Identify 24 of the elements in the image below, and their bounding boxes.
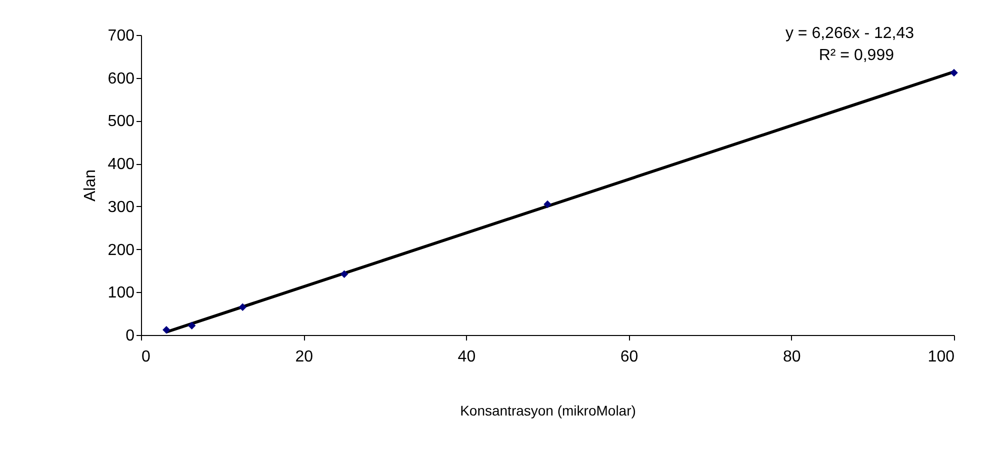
y-axis-title: Alan: [82, 169, 99, 202]
x-tick-label: 0: [142, 348, 150, 366]
y-tick-label: 400: [108, 156, 135, 174]
y-tick-label: 300: [108, 198, 135, 216]
point: [188, 322, 196, 330]
point: [340, 270, 348, 278]
annotation: y = 6,266x - 12,43: [785, 25, 914, 42]
x-tick-label: 20: [295, 348, 314, 366]
x-tick-label: 60: [620, 348, 638, 366]
y-tick-label: 100: [108, 284, 135, 302]
x-tick-label: 40: [458, 348, 476, 366]
y-tick-label: 200: [108, 242, 135, 259]
x-tick-label: 80: [783, 348, 801, 366]
x-tick-label: 100: [928, 348, 955, 366]
x-axis-title: Konsantrasyon (mikroMolar): [460, 402, 636, 418]
point: [544, 200, 552, 208]
point: [238, 303, 246, 312]
annotation: R² = 0,999: [818, 47, 894, 64]
point: [162, 326, 170, 334]
y-tick-label: 600: [108, 70, 135, 88]
y-tick-label: 500: [108, 113, 135, 130]
point: [950, 68, 958, 77]
y-tick-label: 0: [126, 328, 135, 344]
y-tick-label: 700: [108, 28, 135, 44]
